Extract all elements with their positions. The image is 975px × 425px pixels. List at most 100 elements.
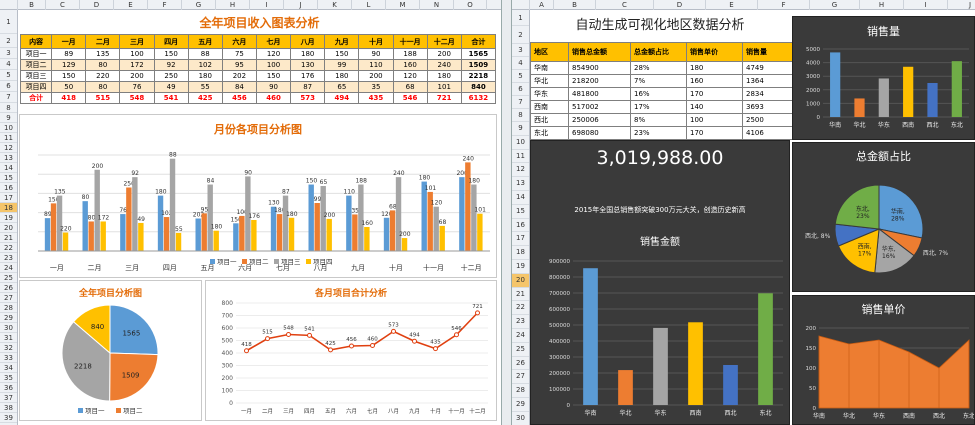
row-header-5[interactable]: 5 bbox=[512, 70, 529, 83]
row-header-36[interactable]: 36 bbox=[0, 383, 17, 393]
header-cell[interactable]: 一月 bbox=[51, 34, 87, 49]
table-cell[interactable]: 721 bbox=[426, 92, 462, 104]
table-cell[interactable]: 176 bbox=[290, 70, 326, 82]
row-header-11[interactable]: 11 bbox=[0, 133, 17, 143]
table-cell[interactable]: 1565 bbox=[460, 48, 497, 60]
row-header-24[interactable]: 24 bbox=[0, 263, 17, 273]
column-header-O[interactable]: O bbox=[454, 0, 487, 10]
row-header-13[interactable]: 13 bbox=[512, 177, 529, 191]
table-cell[interactable]: 494 bbox=[324, 92, 360, 104]
table-cell[interactable]: 8% bbox=[630, 113, 687, 127]
table-cell[interactable]: 89 bbox=[51, 48, 87, 60]
region-sales-table[interactable]: 地区 销售总金额 总金额占比 销售单价 销售量 华南 854900 28% 180 4749 华北 2… bbox=[530, 42, 799, 140]
row-header-28[interactable]: 28 bbox=[512, 384, 529, 398]
table-cell[interactable]: 90 bbox=[358, 48, 394, 60]
column-header-B[interactable]: B bbox=[18, 0, 46, 10]
row-header-20[interactable]: 20 bbox=[512, 273, 529, 288]
row-header-17[interactable]: 17 bbox=[0, 193, 17, 203]
row-header-19[interactable]: 19 bbox=[0, 213, 17, 223]
column-header-E[interactable]: E bbox=[114, 0, 148, 10]
header-cell[interactable]: 六月 bbox=[221, 34, 257, 49]
table-cell[interactable]: 481800 bbox=[568, 87, 631, 101]
row-header-30[interactable]: 30 bbox=[0, 323, 17, 333]
row-header-26[interactable]: 26 bbox=[512, 357, 529, 371]
row-header-14[interactable]: 14 bbox=[0, 163, 17, 173]
table-cell[interactable]: 西南 bbox=[530, 100, 569, 114]
table-cell[interactable]: 425 bbox=[187, 92, 223, 104]
table-cell[interactable]: 1364 bbox=[742, 74, 799, 88]
corner-cell[interactable] bbox=[0, 0, 18, 10]
sheet-title[interactable]: 全年项目收入图表分析 bbox=[199, 16, 320, 30]
row-header-25[interactable]: 25 bbox=[0, 273, 17, 283]
column-header-G[interactable]: G bbox=[182, 0, 216, 10]
price-chart-panel[interactable]: 销售单价 0 50 100 150 200 华南 华北 华东 西南 西北 东北 bbox=[792, 295, 975, 425]
table-cell[interactable]: 573 bbox=[290, 92, 326, 104]
row-header-18[interactable]: 18 bbox=[512, 246, 529, 260]
monthly-bar-chart[interactable]: 月份各项目分析图 89 150 135 220 一月 80 80 200 172 二月 76 250 9… bbox=[19, 114, 497, 278]
table-cell[interactable]: 3693 bbox=[742, 100, 799, 114]
column-header-E[interactable]: E bbox=[706, 0, 758, 10]
table-cell[interactable]: 548 bbox=[119, 92, 155, 104]
table-cell[interactable]: 240 bbox=[426, 59, 462, 71]
table-cell[interactable]: 150 bbox=[51, 70, 87, 82]
table-cell[interactable]: 188 bbox=[392, 48, 428, 60]
table-cell[interactable]: 172 bbox=[119, 59, 155, 71]
table-cell[interactable]: 4749 bbox=[742, 61, 799, 75]
table-cell[interactable]: 180 bbox=[686, 61, 743, 75]
table-cell[interactable]: 东北 bbox=[530, 126, 569, 140]
column-header-I[interactable]: I bbox=[250, 0, 284, 10]
row-header-8[interactable]: 8 bbox=[0, 103, 17, 113]
header-cell[interactable]: 九月 bbox=[324, 34, 360, 49]
table-cell[interactable]: 102 bbox=[187, 59, 223, 71]
row-header-7[interactable]: 7 bbox=[0, 92, 17, 103]
table-cell[interactable]: 150 bbox=[153, 48, 189, 60]
table-cell[interactable]: 23% bbox=[630, 126, 687, 140]
table-cell[interactable]: 6132 bbox=[460, 92, 497, 104]
table-cell[interactable]: 180 bbox=[187, 70, 223, 82]
table-cell[interactable]: 84 bbox=[221, 81, 257, 93]
row-header-9[interactable]: 9 bbox=[0, 113, 17, 123]
column-header-H[interactable]: H bbox=[860, 0, 904, 10]
header-cell[interactable]: 四月 bbox=[153, 34, 189, 49]
row-header-6[interactable]: 6 bbox=[512, 83, 529, 96]
header-cell[interactable]: 销售单价 bbox=[686, 42, 743, 62]
row-header-3[interactable]: 3 bbox=[0, 48, 17, 59]
table-cell[interactable]: 130 bbox=[290, 59, 326, 71]
table-cell[interactable]: 100 bbox=[686, 113, 743, 127]
table-cell[interactable]: 65 bbox=[324, 81, 360, 93]
header-cell[interactable]: 总金额占比 bbox=[630, 42, 687, 62]
row-header-9[interactable]: 9 bbox=[512, 122, 529, 136]
row-header-10[interactable]: 10 bbox=[512, 136, 529, 150]
row-header-23[interactable]: 23 bbox=[512, 315, 529, 329]
column-header-I[interactable]: I bbox=[904, 0, 948, 10]
column-header-H[interactable]: H bbox=[216, 0, 250, 10]
row-header-27[interactable]: 27 bbox=[512, 370, 529, 385]
table-cell[interactable]: 546 bbox=[392, 92, 428, 104]
row-header-8[interactable]: 8 bbox=[512, 109, 529, 122]
column-header-L[interactable]: L bbox=[352, 0, 386, 10]
row-header-1[interactable]: 1 bbox=[0, 10, 17, 34]
table-cell[interactable]: 华北 bbox=[530, 74, 569, 88]
table-cell[interactable]: 80 bbox=[85, 59, 121, 71]
corner-cell[interactable] bbox=[512, 0, 530, 10]
column-header-F[interactable]: F bbox=[758, 0, 810, 10]
table-cell[interactable]: 92 bbox=[153, 59, 189, 71]
row-header-24[interactable]: 24 bbox=[512, 329, 529, 343]
table-cell[interactable]: 1509 bbox=[460, 59, 497, 71]
header-cell[interactable]: 三月 bbox=[119, 34, 155, 49]
table-cell[interactable]: 180 bbox=[324, 70, 360, 82]
table-cell[interactable]: 2218 bbox=[460, 70, 497, 82]
table-cell[interactable]: 合计 bbox=[19, 92, 53, 104]
project-income-table[interactable]: 内容 一月 二月 三月 四月 五月 六月 七月 八月 九月 十月 十一月 十二月 合计 项目一 89 135 10… bbox=[19, 34, 497, 104]
row-header-19[interactable]: 19 bbox=[512, 260, 529, 274]
row-header-34[interactable]: 34 bbox=[0, 363, 17, 373]
header-cell[interactable]: 销售量 bbox=[742, 42, 799, 62]
table-cell[interactable]: 220 bbox=[85, 70, 121, 82]
table-cell[interactable]: 180 bbox=[426, 70, 462, 82]
table-cell[interactable]: 515 bbox=[85, 92, 121, 104]
header-cell[interactable]: 十一月 bbox=[392, 34, 428, 49]
table-cell[interactable]: 华东 bbox=[530, 87, 569, 101]
row-header-bar[interactable]: 1 2 3 4 5 6 7 8 9 10 11 12 13 14 15 16 17 18 19 20 21 22 23 24 2… bbox=[0, 10, 18, 425]
table-cell[interactable]: 项目四 bbox=[19, 81, 53, 93]
